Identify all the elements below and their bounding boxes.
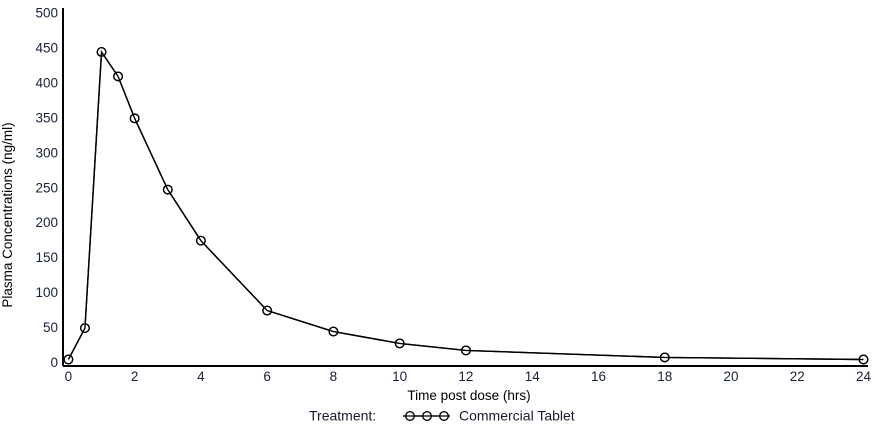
svg-text:300: 300 <box>35 145 58 160</box>
svg-text:6: 6 <box>263 369 271 384</box>
svg-text:18: 18 <box>657 369 672 384</box>
svg-text:2: 2 <box>131 369 139 384</box>
svg-text:8: 8 <box>330 369 338 384</box>
svg-text:0: 0 <box>50 355 58 370</box>
svg-text:22: 22 <box>790 369 805 384</box>
svg-text:Treatment:: Treatment: <box>309 408 376 424</box>
svg-text:0: 0 <box>65 369 73 384</box>
svg-text:14: 14 <box>525 369 541 384</box>
svg-text:150: 150 <box>35 250 58 265</box>
svg-text:Time post dose (hrs): Time post dose (hrs) <box>407 388 530 403</box>
svg-text:4: 4 <box>197 369 205 384</box>
svg-text:16: 16 <box>591 369 606 384</box>
svg-text:Plasma Concentrations (ng/ml): Plasma Concentrations (ng/ml) <box>0 122 15 307</box>
svg-text:10: 10 <box>392 369 407 384</box>
svg-text:100: 100 <box>35 285 58 300</box>
svg-text:450: 450 <box>35 41 58 56</box>
svg-text:350: 350 <box>35 110 58 125</box>
svg-text:50: 50 <box>43 320 58 335</box>
svg-text:12: 12 <box>458 369 473 384</box>
svg-text:20: 20 <box>723 369 738 384</box>
svg-text:250: 250 <box>35 180 58 195</box>
svg-text:200: 200 <box>35 215 58 230</box>
svg-text:400: 400 <box>35 75 58 90</box>
svg-text:500: 500 <box>35 6 58 21</box>
svg-text:Commercial Tablet: Commercial Tablet <box>459 408 575 424</box>
svg-text:24: 24 <box>856 369 872 384</box>
